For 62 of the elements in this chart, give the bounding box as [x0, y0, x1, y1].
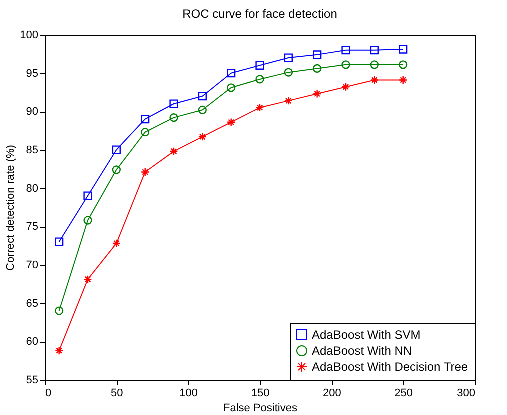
- point: [399, 76, 408, 85]
- point: [313, 64, 322, 74]
- point: [170, 147, 178, 156]
- x-tick-label: 0: [46, 388, 52, 400]
- point: [313, 50, 322, 60]
- point: [227, 69, 236, 78]
- point: [284, 54, 293, 62]
- point: [198, 132, 207, 142]
- point: [55, 346, 64, 356]
- point: [55, 238, 64, 246]
- point: [198, 106, 207, 114]
- point: [141, 115, 150, 124]
- point: [227, 118, 236, 127]
- y-tick-label: 70: [26, 260, 38, 272]
- point: [112, 166, 121, 174]
- point: [313, 90, 322, 98]
- point: [170, 100, 178, 108]
- point: [84, 192, 92, 200]
- point: [112, 146, 121, 154]
- point: [84, 275, 92, 284]
- point: [227, 84, 236, 92]
- point: [399, 60, 408, 70]
- y-tick-label: 100: [20, 30, 38, 42]
- point: [342, 82, 350, 92]
- point: [141, 168, 150, 177]
- x-tick-label: 250: [394, 388, 414, 400]
- y-axis-title: Correct detection rate (%): [5, 145, 18, 271]
- legend-label: AdaBoost With SVM: [312, 328, 421, 342]
- point: [370, 46, 379, 55]
- x-axis-title: False Positives: [224, 402, 298, 414]
- point: [141, 128, 150, 137]
- point: [399, 45, 408, 54]
- y-tick-label: 90: [26, 106, 38, 118]
- y-tick-label: 65: [26, 298, 38, 310]
- point: [284, 96, 293, 106]
- point: [256, 75, 264, 84]
- legend-label: AdaBoost With Decision Tree: [312, 360, 468, 374]
- x-tick-label: 150: [251, 388, 270, 400]
- point: [370, 76, 379, 85]
- x-tick-label: 100: [180, 388, 198, 400]
- point: [256, 104, 264, 112]
- point: [84, 216, 92, 225]
- y-tick-label: 55: [26, 374, 38, 386]
- x-tick-label: 50: [111, 388, 124, 400]
- y-tick-label: 85: [26, 144, 38, 156]
- point: [370, 60, 379, 70]
- point: [342, 46, 350, 55]
- x-tick-label: 200: [322, 388, 342, 400]
- y-tick-label: 80: [26, 182, 38, 195]
- chart-title: ROC curve for face detection: [182, 7, 338, 21]
- x-tick-label: 300: [457, 388, 476, 400]
- point: [112, 239, 121, 248]
- point: [284, 68, 293, 77]
- point: [55, 306, 64, 316]
- y-tick-label: 60: [26, 336, 38, 348]
- point: [198, 92, 207, 101]
- point: [256, 61, 264, 70]
- point: [342, 60, 350, 70]
- y-tick-label: 75: [26, 221, 38, 234]
- y-tick-label: 95: [26, 68, 38, 80]
- point: [170, 114, 178, 122]
- legend-label: AdaBoost With NN: [312, 344, 412, 358]
